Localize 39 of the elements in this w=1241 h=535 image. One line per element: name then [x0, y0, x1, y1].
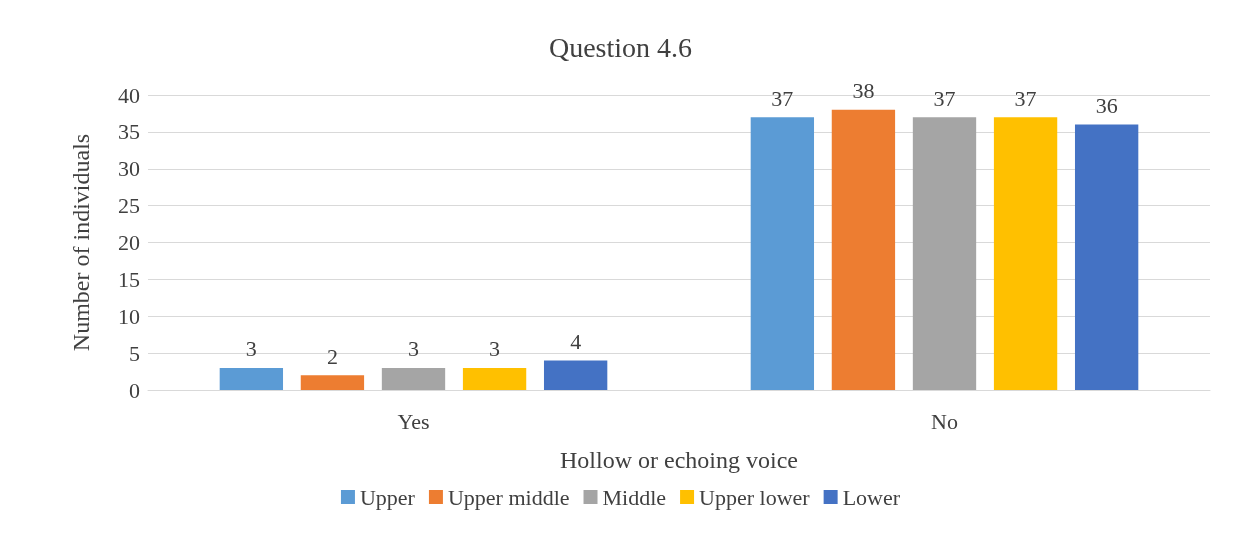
y-tick-label: 5 [129, 340, 140, 366]
bar [993, 117, 1058, 390]
bar [1074, 124, 1139, 390]
data-label: 4 [570, 329, 582, 354]
y-tick-label: 0 [129, 377, 140, 403]
data-label: 3 [489, 336, 501, 362]
y-tick-label: 10 [118, 303, 140, 329]
y-tick-label: 30 [118, 156, 140, 182]
bar [543, 360, 608, 390]
data-label: 36 [1095, 93, 1118, 118]
data-label: 38 [852, 78, 875, 104]
bar [462, 367, 527, 390]
data-label: 37 [771, 85, 794, 111]
data-label: 2 [326, 343, 338, 369]
legend-label: Upper lower [699, 484, 811, 510]
data-label: 3 [245, 336, 257, 362]
data-label: 37 [933, 85, 956, 111]
bar [300, 375, 365, 390]
legend-label: Upper [359, 484, 416, 510]
x-tick-label: Yes [397, 408, 430, 434]
y-tick-label: 25 [118, 193, 140, 219]
bar [219, 367, 284, 390]
chart-title: Question 4.6 [548, 31, 693, 63]
legend-label: Upper middle [447, 484, 570, 510]
y-tick-label: 15 [118, 266, 140, 292]
bar [831, 109, 896, 390]
y-tick-label: 40 [118, 82, 140, 108]
bar [750, 117, 815, 390]
x-axis-title: Hollow or echoing voice [560, 447, 798, 473]
legend-label: Lower [842, 484, 901, 510]
bar [912, 117, 977, 390]
y-tick-label: 20 [118, 230, 140, 255]
data-label: 3 [408, 336, 419, 362]
bar [381, 367, 446, 390]
y-tick-label: 35 [118, 119, 140, 145]
data-label: 37 [1014, 85, 1037, 111]
legend-label: Middle [602, 484, 667, 510]
x-tick-label: No [931, 408, 958, 434]
y-axis-title: Number of individuals [68, 133, 94, 352]
